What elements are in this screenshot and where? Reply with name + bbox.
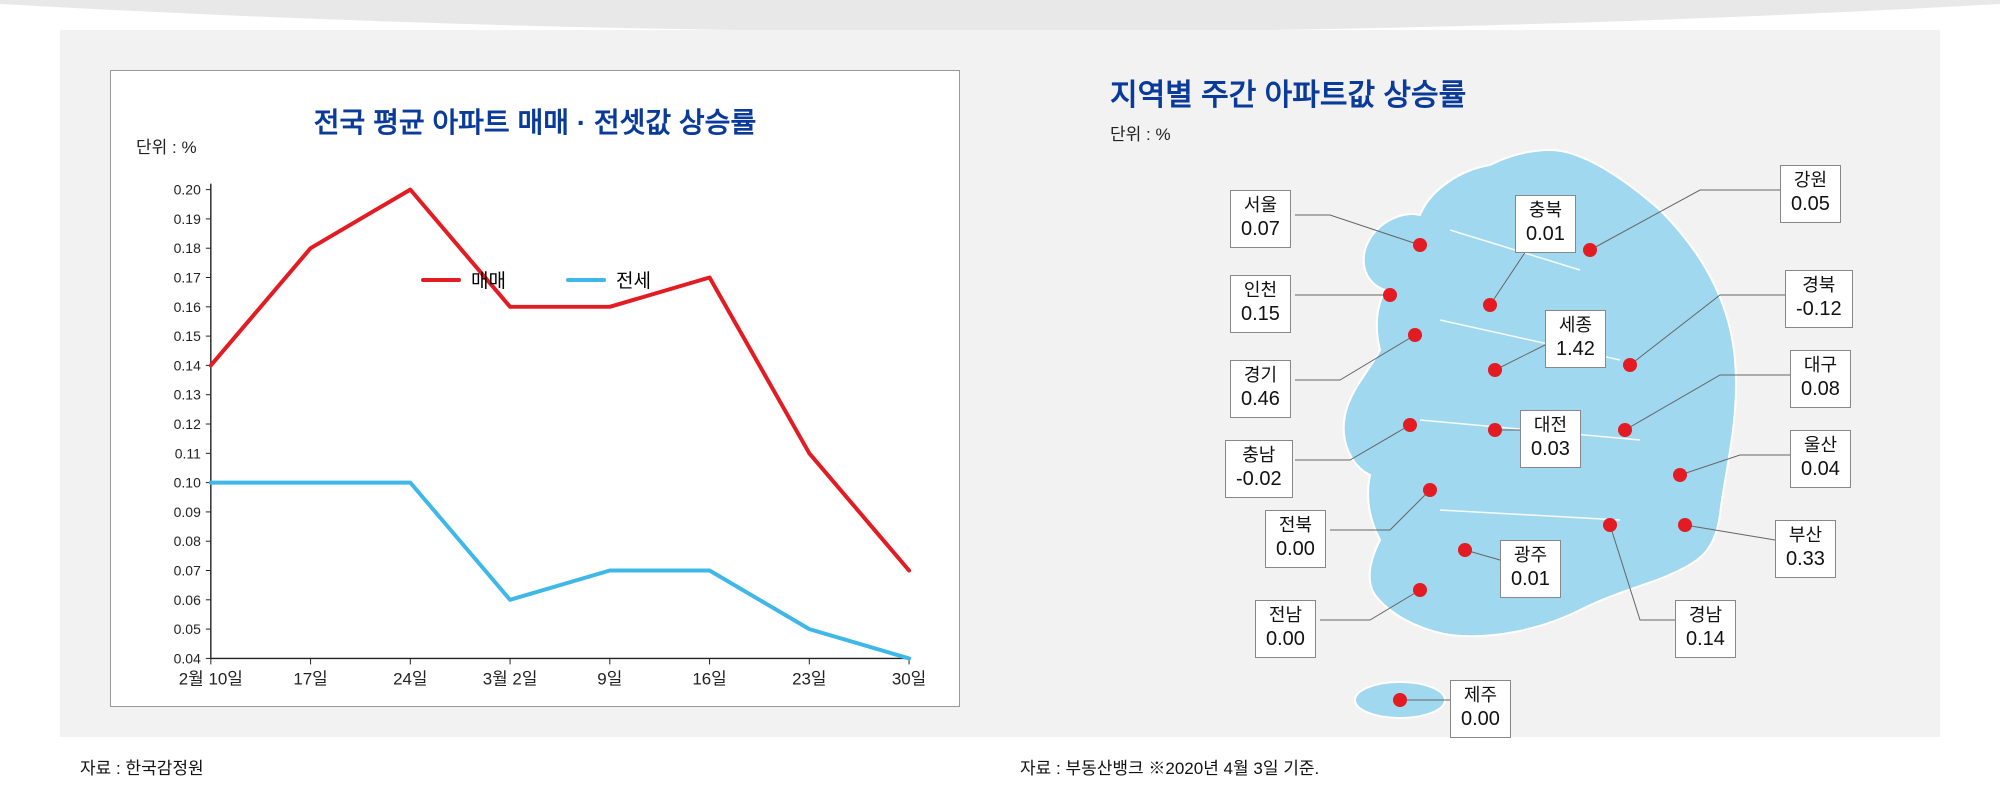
region-value: 0.07 <box>1241 217 1280 241</box>
region-label-전북: 전북0.00 <box>1265 510 1326 568</box>
region-label-세종: 세종1.42 <box>1545 310 1606 368</box>
region-value: 0.00 <box>1461 707 1500 731</box>
region-value: 0.04 <box>1801 457 1840 481</box>
region-name: 경남 <box>1686 605 1725 627</box>
region-value: 0.05 <box>1791 192 1830 216</box>
legend-label-sale: 매매 <box>471 266 506 293</box>
region-name: 충남 <box>1236 445 1282 467</box>
region-label-충북: 충북0.01 <box>1515 195 1576 253</box>
region-label-경남: 경남0.14 <box>1675 600 1736 658</box>
region-label-경기: 경기0.46 <box>1230 360 1291 418</box>
region-name: 세종 <box>1556 315 1595 337</box>
region-label-전남: 전남0.00 <box>1255 600 1316 658</box>
svg-text:0.10: 0.10 <box>174 475 201 491</box>
region-name: 전남 <box>1266 605 1305 627</box>
region-name: 대전 <box>1531 415 1570 437</box>
main-container: 전국 평균 아파트 매매 · 전셋값 상승률 단위 : % 0.040.050.… <box>60 30 1940 737</box>
region-name: 부산 <box>1786 525 1825 547</box>
region-value: -0.02 <box>1236 467 1282 491</box>
region-value: 0.01 <box>1526 222 1565 246</box>
svg-text:9일: 9일 <box>597 669 622 688</box>
line-chart-unit: 단위 : % <box>136 133 197 158</box>
region-name: 전북 <box>1276 515 1315 537</box>
region-name: 인천 <box>1241 280 1280 302</box>
svg-text:0.12: 0.12 <box>174 416 201 432</box>
line-chart-title: 전국 평균 아파트 매매 · 전셋값 상승률 <box>141 101 929 141</box>
map-panel: 지역별 주간 아파트값 상승률 단위 : % 서울0.07인천0.15경기0.4… <box>1020 70 1890 707</box>
region-value: 0.03 <box>1531 437 1570 461</box>
source-left: 자료 : 한국감정원 <box>80 754 204 779</box>
region-label-경북: 경북-0.12 <box>1785 270 1853 328</box>
svg-text:0.19: 0.19 <box>174 211 201 227</box>
svg-text:0.07: 0.07 <box>174 563 201 579</box>
line-chart-legend: 매매 전세 <box>421 266 651 293</box>
map-wrap: 서울0.07인천0.15경기0.46충남-0.02전북0.00전남0.00제주0… <box>1020 120 1890 720</box>
legend-swatch-sale <box>421 278 461 282</box>
svg-text:16일: 16일 <box>692 669 726 688</box>
region-name: 울산 <box>1801 435 1840 457</box>
svg-text:0.20: 0.20 <box>174 182 201 198</box>
region-label-인천: 인천0.15 <box>1230 275 1291 333</box>
region-label-대구: 대구0.08 <box>1790 350 1851 408</box>
region-value: 0.01 <box>1511 567 1550 591</box>
svg-text:0.04: 0.04 <box>174 650 201 666</box>
region-value: 0.15 <box>1241 302 1280 326</box>
region-value: 0.00 <box>1266 627 1305 651</box>
region-name: 경북 <box>1796 275 1842 297</box>
svg-text:0.18: 0.18 <box>174 240 201 256</box>
region-label-부산: 부산0.33 <box>1775 520 1836 578</box>
region-label-강원: 강원0.05 <box>1780 165 1841 223</box>
svg-text:24일: 24일 <box>393 669 427 688</box>
svg-text:2월 10일: 2월 10일 <box>179 669 243 688</box>
region-label-제주: 제주0.00 <box>1450 680 1511 738</box>
region-value: -0.12 <box>1796 297 1842 321</box>
region-name: 대구 <box>1801 355 1840 377</box>
region-name: 광주 <box>1511 545 1550 567</box>
region-value: 1.42 <box>1556 337 1595 361</box>
svg-text:0.16: 0.16 <box>174 299 201 315</box>
legend-label-jeonse: 전세 <box>616 266 651 293</box>
legend-swatch-jeonse <box>566 278 606 282</box>
source-right: 자료 : 부동산뱅크 ※2020년 4월 3일 기준. <box>1020 754 1319 779</box>
svg-text:23일: 23일 <box>792 669 826 688</box>
region-label-울산: 울산0.04 <box>1790 430 1851 488</box>
svg-text:0.17: 0.17 <box>174 269 201 285</box>
region-label-서울: 서울0.07 <box>1230 190 1291 248</box>
region-label-대전: 대전0.03 <box>1520 410 1581 468</box>
svg-text:0.06: 0.06 <box>174 592 201 608</box>
region-label-광주: 광주0.01 <box>1500 540 1561 598</box>
legend-item-sale: 매매 <box>421 266 506 293</box>
svg-text:0.09: 0.09 <box>174 504 201 520</box>
svg-text:30일: 30일 <box>892 669 926 688</box>
region-name: 강원 <box>1791 170 1830 192</box>
region-value: 0.00 <box>1276 537 1315 561</box>
svg-text:17일: 17일 <box>293 669 327 688</box>
region-name: 경기 <box>1241 365 1280 387</box>
line-chart-panel: 전국 평균 아파트 매매 · 전셋값 상승률 단위 : % 0.040.050.… <box>110 70 960 707</box>
legend-item-jeonse: 전세 <box>566 266 651 293</box>
svg-text:0.14: 0.14 <box>174 357 201 373</box>
svg-text:0.15: 0.15 <box>174 328 201 344</box>
map-title: 지역별 주간 아파트값 상승률 <box>1110 70 1890 114</box>
region-name: 서울 <box>1241 195 1280 217</box>
region-label-충남: 충남-0.02 <box>1225 440 1293 498</box>
svg-text:0.11: 0.11 <box>175 445 201 461</box>
region-name: 충북 <box>1526 200 1565 222</box>
region-value: 0.14 <box>1686 627 1725 651</box>
svg-text:3월 2일: 3월 2일 <box>483 669 538 688</box>
svg-text:0.08: 0.08 <box>174 533 201 549</box>
region-value: 0.33 <box>1786 547 1825 571</box>
svg-text:0.05: 0.05 <box>174 621 201 637</box>
line-chart: 0.04 0.05 0.06 0.07 0.08 0.09 0.10 0.11 0.12 0.13… <box>141 149 929 709</box>
region-name: 제주 <box>1461 685 1500 707</box>
svg-text:0.13: 0.13 <box>174 387 201 403</box>
region-value: 0.46 <box>1241 387 1280 411</box>
region-value: 0.08 <box>1801 377 1840 401</box>
